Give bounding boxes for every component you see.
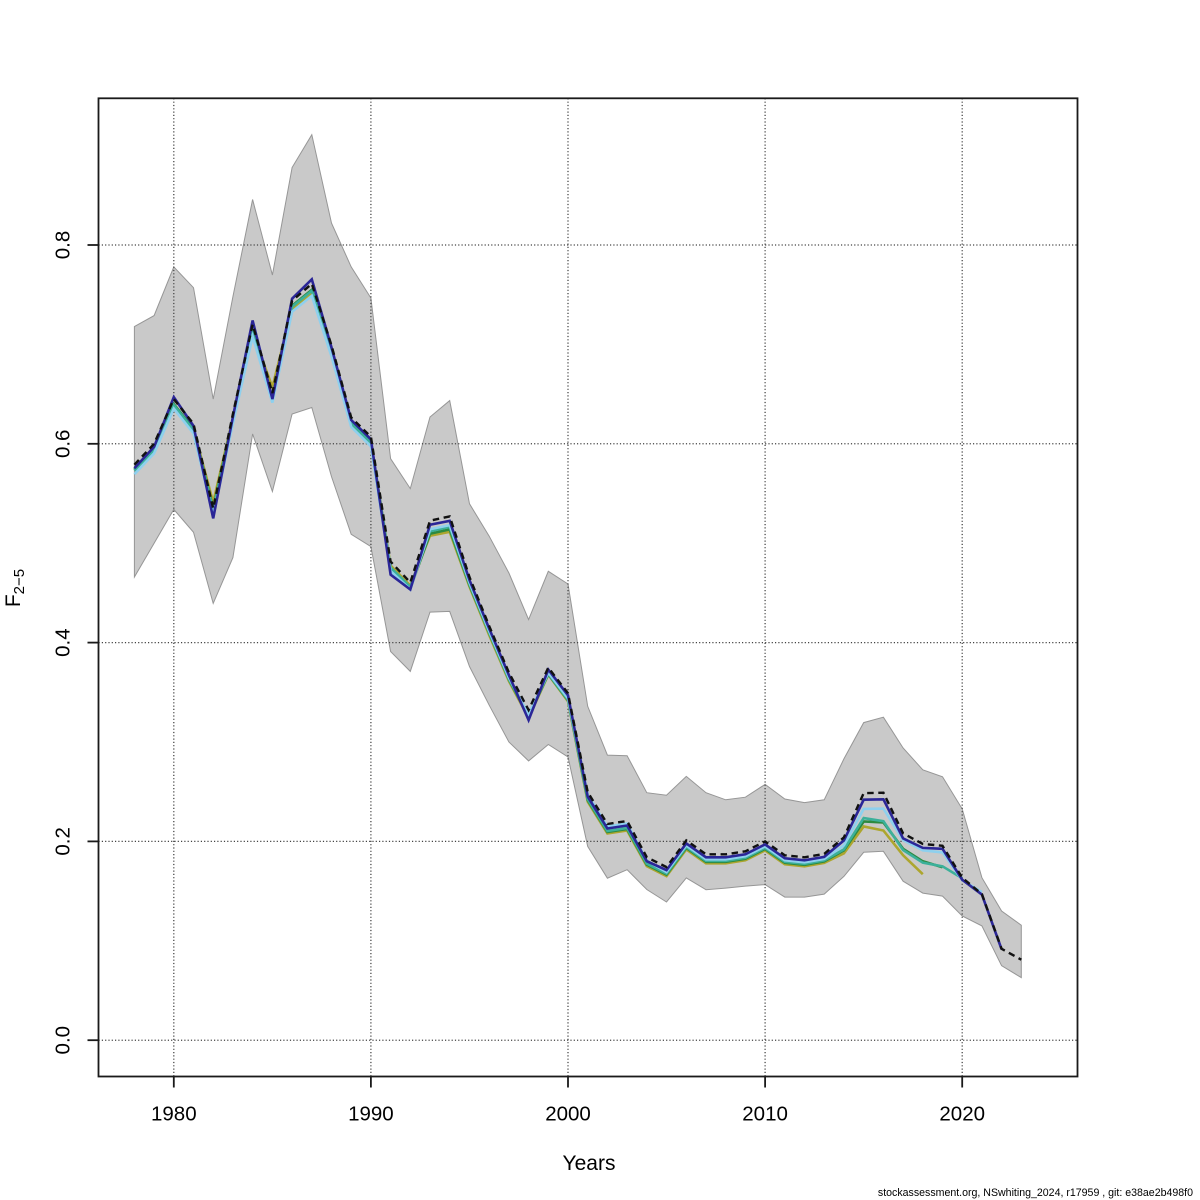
svg-text:2020: 2020 — [939, 1103, 985, 1126]
svg-text:0.4: 0.4 — [52, 628, 75, 657]
svg-text:2010: 2010 — [742, 1103, 788, 1126]
svg-text:1990: 1990 — [348, 1103, 394, 1126]
svg-text:1980: 1980 — [151, 1103, 197, 1126]
svg-text:0.2: 0.2 — [52, 827, 75, 856]
svg-text:2000: 2000 — [545, 1103, 591, 1126]
svg-text:0.6: 0.6 — [52, 430, 75, 459]
svg-text:Years: Years — [563, 1152, 616, 1175]
svg-text:0.8: 0.8 — [52, 231, 75, 260]
svg-text:stockassessment.org, NSwhiting: stockassessment.org, NSwhiting_2024, r17… — [878, 1187, 1193, 1199]
svg-text:0.0: 0.0 — [52, 1026, 75, 1055]
